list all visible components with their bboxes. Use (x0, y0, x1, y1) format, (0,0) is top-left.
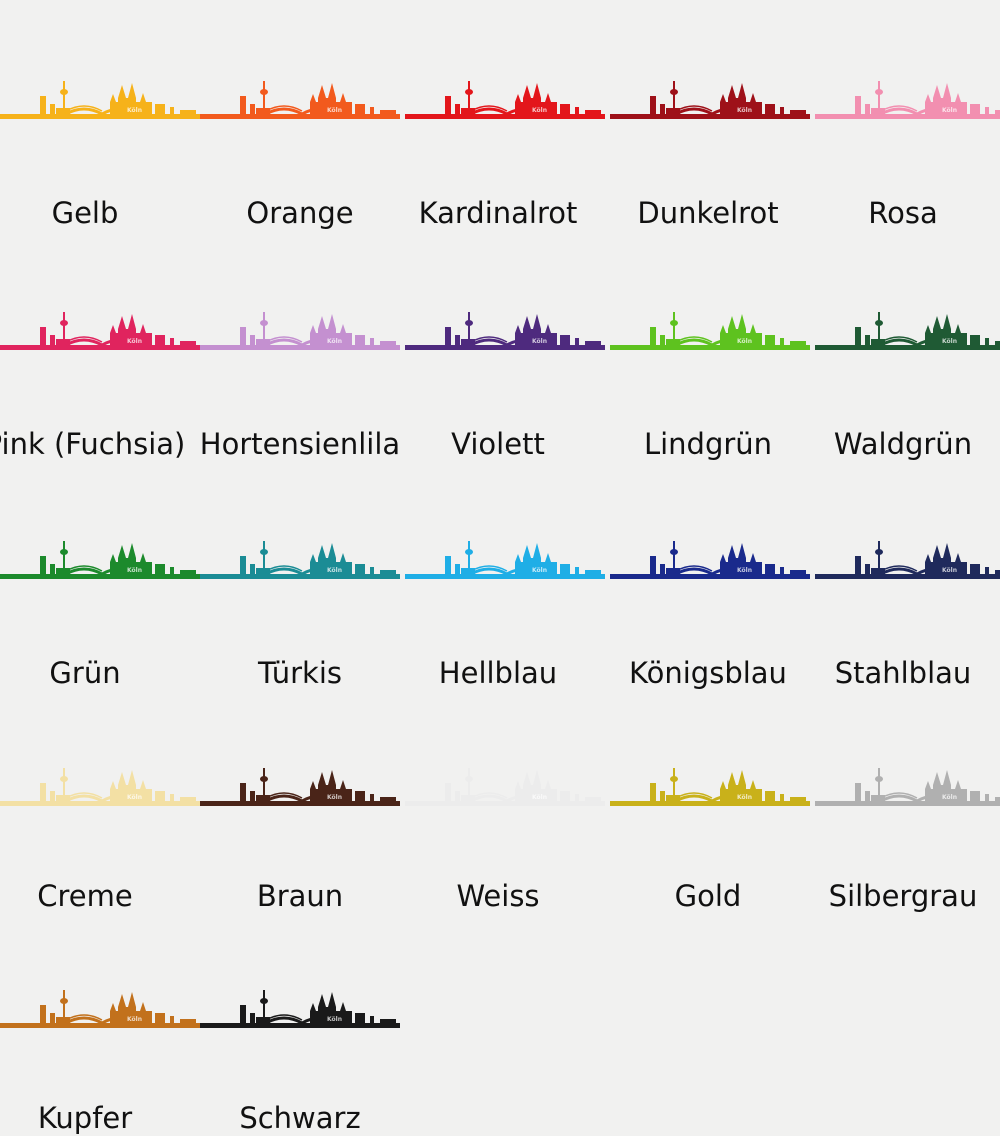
color-swatch: Köln Hortensienlila (200, 310, 400, 461)
skyline-text: Köln (942, 794, 957, 801)
skyline-text: Köln (127, 107, 142, 114)
color-swatch: Köln Silbergrau (815, 766, 1000, 913)
skyline-text: Köln (942, 338, 957, 345)
color-swatch: Köln Lindgrün (610, 310, 810, 461)
skyline-text: Köln (127, 338, 142, 345)
skyline-text: Köln (942, 567, 957, 574)
skyline-text: Köln (327, 794, 342, 801)
color-label: Kupfer (38, 1101, 132, 1135)
color-swatch: Köln Pink (Fuchsia) (0, 310, 200, 461)
skyline-text: Köln (327, 567, 342, 574)
color-label: Pink (Fuchsia) (0, 427, 185, 461)
skyline (815, 310, 1000, 352)
color-label: Weiss (456, 879, 539, 913)
skyline (200, 310, 400, 352)
skyline (405, 539, 605, 581)
color-label: Türkis (257, 656, 342, 690)
skyline-text: Köln (327, 338, 342, 345)
skyline (610, 79, 810, 121)
color-swatch: Köln Violett (405, 310, 605, 461)
color-label: Orange (246, 196, 353, 230)
color-label: Dunkelrot (637, 196, 778, 230)
skyline (815, 766, 1000, 808)
color-swatch: Köln Türkis (200, 539, 400, 690)
skyline (200, 988, 400, 1030)
color-swatch: Köln Gelb (0, 79, 200, 230)
color-swatch: Köln Schwarz (200, 988, 400, 1135)
skyline (0, 539, 200, 581)
color-label: Grün (49, 656, 120, 690)
skyline (200, 539, 400, 581)
skyline (405, 310, 605, 352)
color-label: Rosa (868, 196, 937, 230)
skyline (815, 79, 1000, 121)
color-swatch: Köln Waldgrün (815, 310, 1000, 461)
color-swatch: Köln Kardinalrot (405, 79, 605, 230)
skyline-text: Köln (532, 567, 547, 574)
color-label: Kardinalrot (419, 196, 578, 230)
color-swatch: Köln Königsblau (610, 539, 810, 690)
color-swatch: Köln Braun (200, 766, 400, 913)
skyline (405, 766, 605, 808)
color-swatch: Köln Dunkelrot (610, 79, 810, 230)
color-label: Gelb (52, 196, 119, 230)
color-label: Braun (257, 879, 343, 913)
skyline (610, 310, 810, 352)
color-label: Stahlblau (835, 656, 972, 690)
skyline-text: Köln (737, 567, 752, 574)
skyline-text: Köln (737, 794, 752, 801)
color-swatch: Köln Gold (610, 766, 810, 913)
color-label: Hellblau (439, 656, 557, 690)
skyline-text: Köln (942, 107, 957, 114)
skyline-text: Köln (737, 107, 752, 114)
skyline-text: Köln (532, 107, 547, 114)
color-swatch: Köln Rosa (815, 79, 1000, 230)
color-swatch: Köln Creme (0, 766, 200, 913)
skyline (610, 766, 810, 808)
color-label: Waldgrün (834, 427, 972, 461)
color-swatch: Köln Kupfer (0, 988, 200, 1135)
color-label: Gold (675, 879, 742, 913)
color-swatch: Köln Grün (0, 539, 200, 690)
color-label: Creme (37, 879, 132, 913)
color-swatch: Köln Stahlblau (815, 539, 1000, 690)
skyline-text: Köln (737, 338, 752, 345)
skyline-text: Köln (532, 338, 547, 345)
skyline (0, 766, 200, 808)
color-label: Silbergrau (829, 879, 978, 913)
skyline (0, 310, 200, 352)
skyline-text: Köln (532, 794, 547, 801)
skyline (405, 79, 605, 121)
skyline-text: Köln (327, 107, 342, 114)
color-label: Violett (451, 427, 545, 461)
color-swatch: Köln Weiss (405, 766, 605, 913)
color-label: Lindgrün (644, 427, 772, 461)
skyline-text: Köln (327, 1016, 342, 1023)
color-label: Königsblau (629, 656, 787, 690)
color-swatch: Köln Orange (200, 79, 400, 230)
color-label: Schwarz (239, 1101, 360, 1135)
skyline (0, 988, 200, 1030)
skyline (815, 539, 1000, 581)
skyline (0, 79, 200, 121)
skyline-text: Köln (127, 1016, 142, 1023)
color-label: Hortensienlila (200, 427, 400, 461)
skyline-text: Köln (127, 794, 142, 801)
skyline (610, 539, 810, 581)
skyline-text: Köln (127, 567, 142, 574)
skyline (200, 79, 400, 121)
skyline (200, 766, 400, 808)
color-swatch: Köln Hellblau (405, 539, 605, 690)
